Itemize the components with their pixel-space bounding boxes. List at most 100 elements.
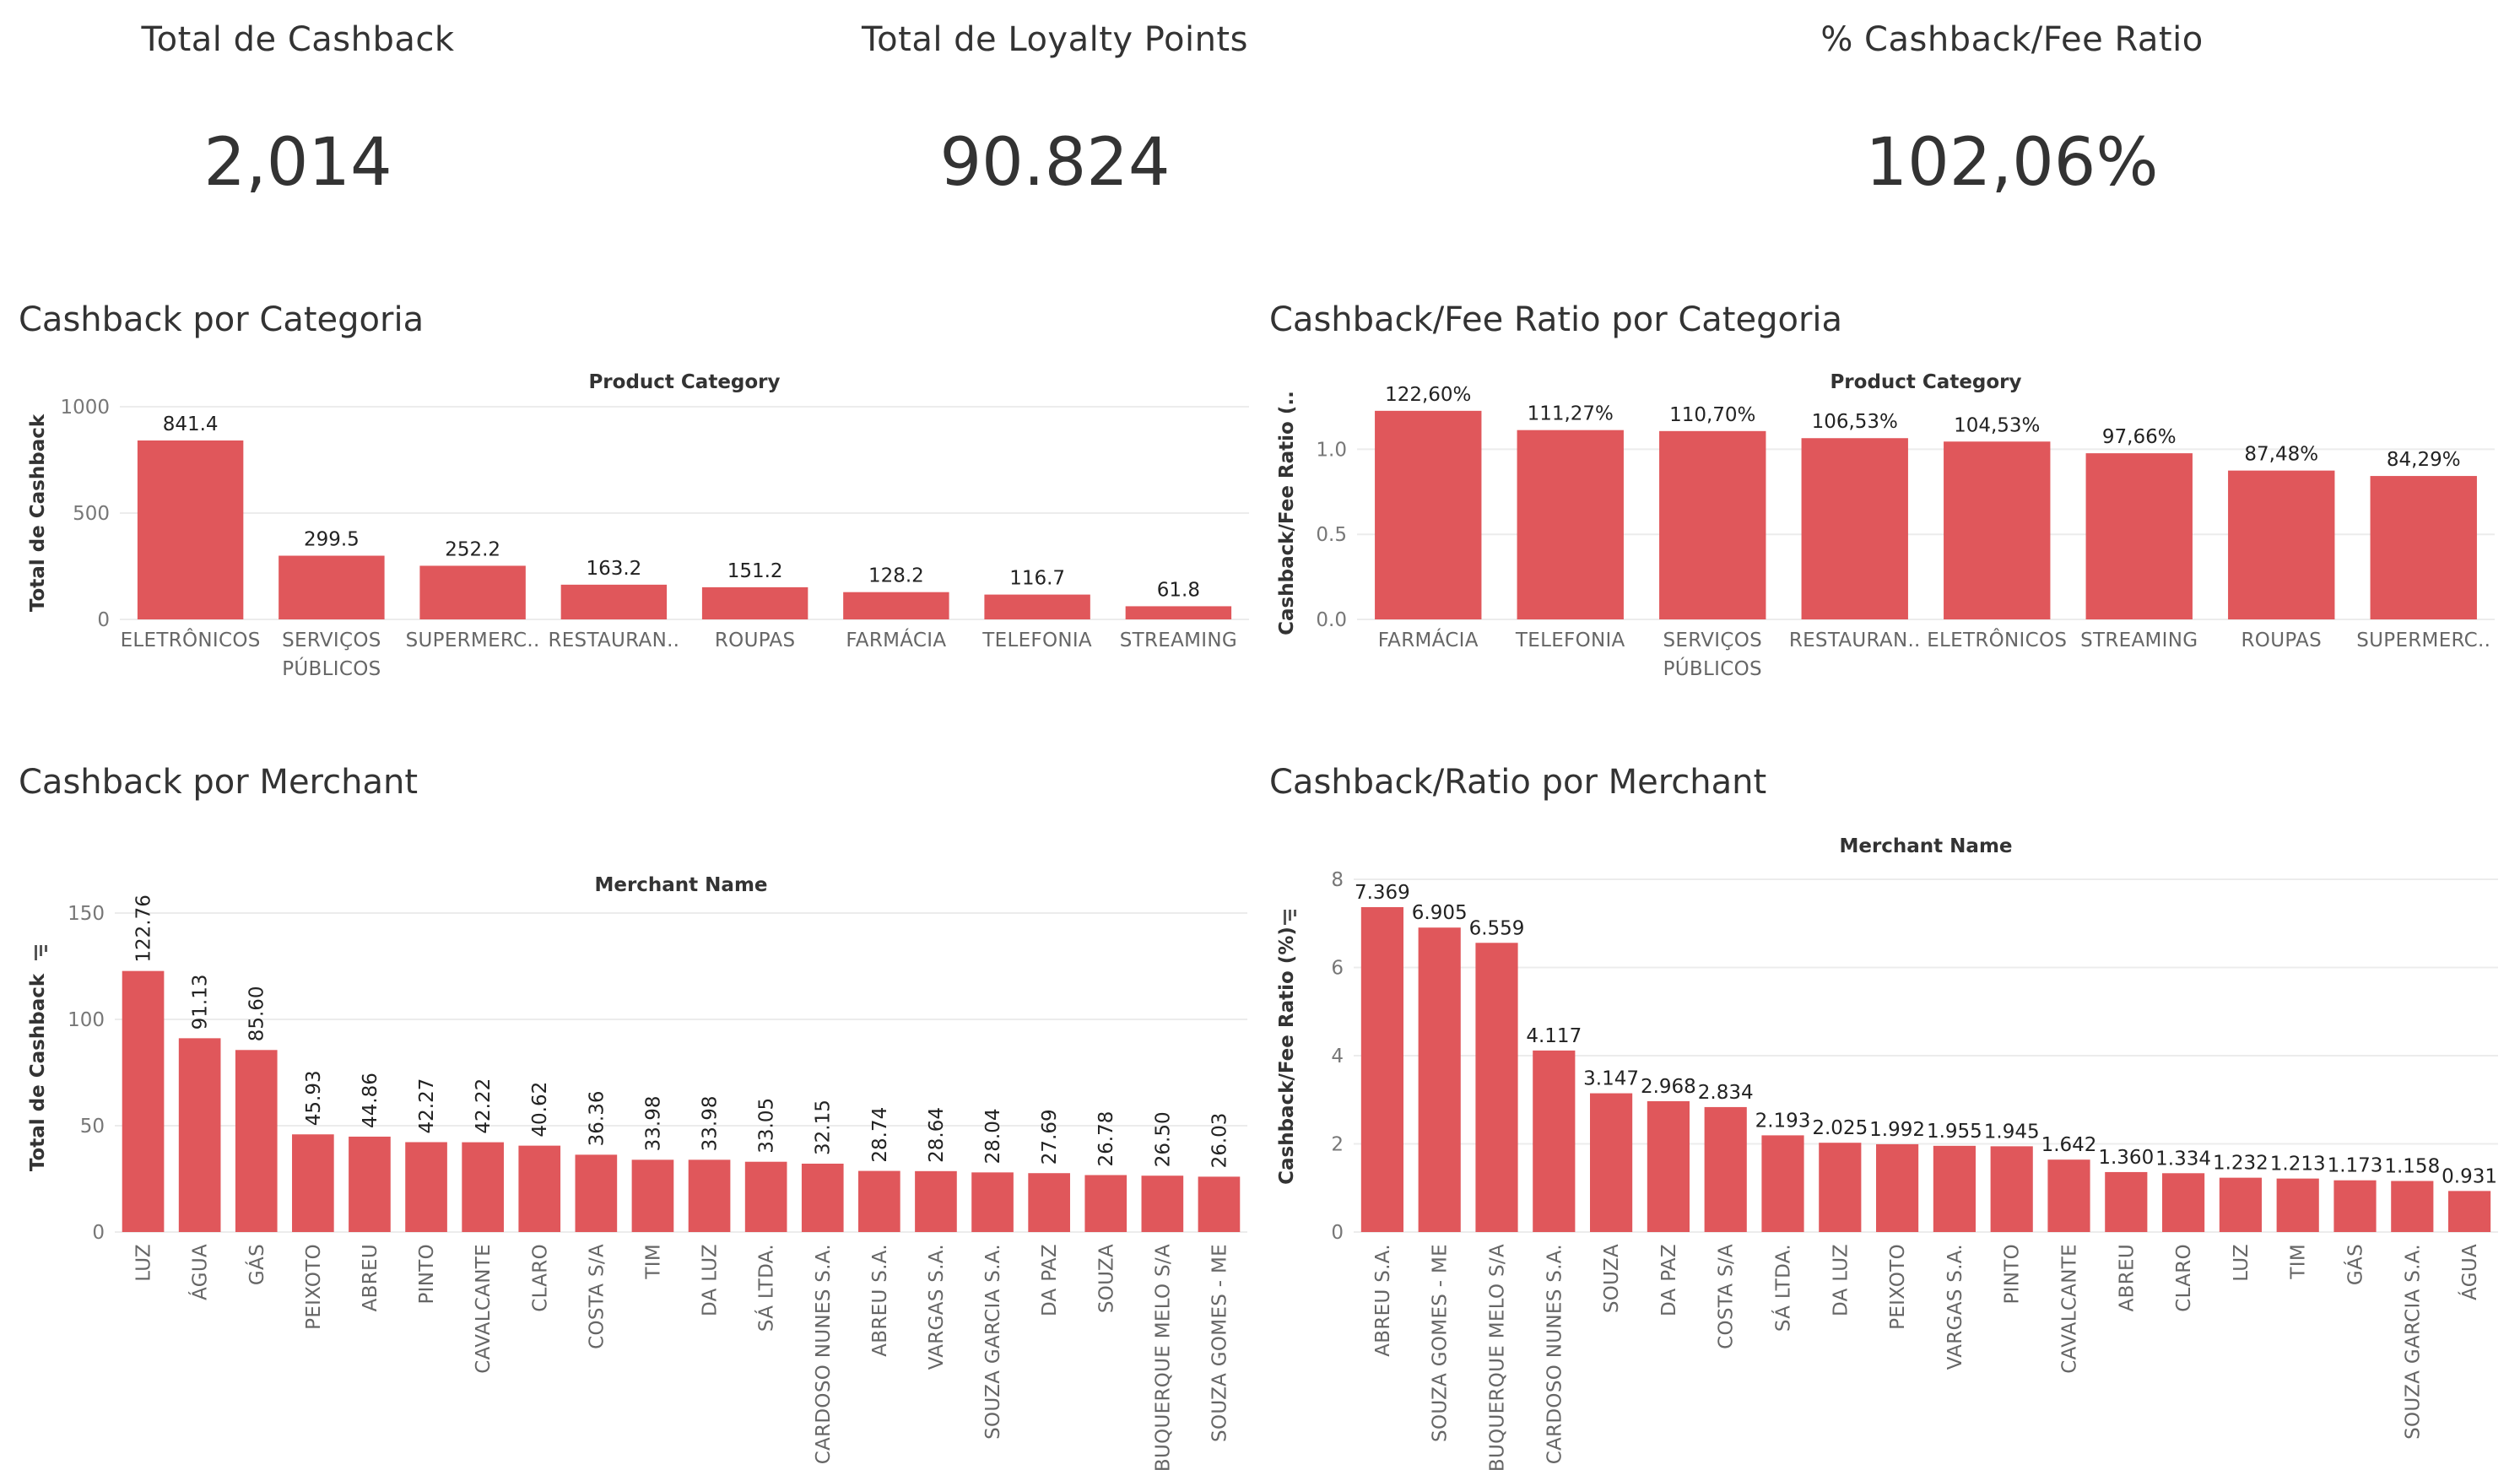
x-category-label: ABREU S.A.	[1372, 1244, 1394, 1357]
bar	[1198, 1176, 1241, 1232]
data-label: 1.232	[2213, 1153, 2269, 1175]
bar	[1084, 1175, 1128, 1232]
bar	[1761, 1135, 1804, 1232]
bar	[2085, 453, 2193, 619]
bar	[462, 1142, 504, 1232]
x-category-label: CAVALCANTE	[473, 1244, 495, 1374]
x-category-label: COSTA S/A	[586, 1244, 608, 1349]
bar	[419, 565, 526, 619]
data-label: 7.369	[1355, 882, 1410, 904]
axis-header: Merchant Name	[594, 874, 767, 896]
bar	[2228, 470, 2335, 619]
sort-icon	[35, 945, 47, 960]
data-label: 1.642	[2041, 1134, 2097, 1156]
x-category-label: SOUZA GARCIA S.A.	[2402, 1244, 2424, 1440]
kpi-title: % Cashback/Fee Ratio	[1820, 20, 2204, 59]
data-label: 106,53%	[1812, 411, 1898, 433]
x-category-label: PEIXOTO	[303, 1244, 325, 1330]
bar	[843, 592, 949, 619]
x-category-label: ELETRÔNICOS	[121, 628, 261, 651]
y-tick-label: 0	[1331, 1222, 1344, 1244]
bar	[1360, 906, 1403, 1232]
section-title-cashback-categoria: Cashback por Categoria	[19, 300, 425, 339]
data-label: 3.147	[1583, 1068, 1639, 1090]
bar	[1659, 430, 1766, 619]
data-label: 45.93	[303, 1070, 325, 1126]
x-category-label: CARDOSO NUNES S.A.	[1544, 1244, 1566, 1464]
x-category-label: ALBUQUERQUE MELO S/A	[1487, 1244, 1509, 1470]
bar	[801, 1163, 844, 1232]
bar	[560, 584, 668, 619]
data-label: 26.50	[1152, 1111, 1174, 1167]
data-label: 128.2	[868, 565, 924, 587]
x-category-label: SOUZA GOMES - ME	[1430, 1244, 1452, 1442]
y-tick-label: 150	[68, 903, 105, 925]
x-category-label: ROUPAS	[2242, 630, 2322, 651]
x-category-label: DA LUZ	[700, 1244, 722, 1316]
x-category-label: SERVIÇOS	[1663, 630, 1762, 651]
x-category-label: DA PAZ	[1658, 1244, 1680, 1316]
data-label: 28.64	[926, 1107, 948, 1163]
data-label: 163.2	[586, 558, 641, 580]
data-label: 61.8	[1157, 579, 1200, 601]
x-category-label: PEIXOTO	[1887, 1244, 1909, 1330]
data-label: 122,60%	[1385, 384, 1471, 406]
data-label: 6.905	[1412, 902, 1468, 924]
x-category-label: DA PAZ	[1039, 1244, 1061, 1316]
x-category-label: PINTO	[416, 1244, 438, 1305]
x-category-label: TIM	[2288, 1244, 2310, 1280]
data-label: 91.13	[190, 974, 212, 1030]
x-category-label: PÚBLICOS	[282, 657, 381, 680]
data-label: 33.98	[642, 1096, 664, 1152]
x-category-label: TIM	[642, 1244, 664, 1280]
data-label: 252.2	[445, 538, 500, 560]
bar	[2162, 1173, 2205, 1232]
bar	[1990, 1146, 2033, 1232]
x-category-label: GÁS	[2344, 1244, 2367, 1285]
x-category-label: FARMÁCIA	[1378, 628, 1479, 651]
data-label: 151.2	[727, 560, 783, 582]
data-label: 42.27	[416, 1078, 438, 1134]
x-category-label: CARDOSO NUNES S.A.	[813, 1244, 835, 1464]
bar	[1028, 1173, 1070, 1232]
data-label: 111,27%	[1528, 403, 1614, 425]
x-category-label: SOUZA GOMES - ME	[1209, 1244, 1230, 1442]
data-label: 40.62	[529, 1082, 551, 1138]
data-label: 28.74	[869, 1107, 891, 1163]
bar	[688, 1159, 731, 1232]
bar	[1418, 927, 1461, 1232]
y-tick-label: 1000	[60, 397, 110, 419]
data-label: 6.559	[1469, 917, 1525, 939]
bar	[971, 1172, 1014, 1232]
axis-header: Product Category	[588, 371, 780, 393]
x-category-label: SOUZA GARCIA S.A.	[982, 1244, 1004, 1440]
kpi-title: Total de Cashback	[141, 20, 455, 59]
bar	[984, 594, 1090, 619]
bar	[2448, 1191, 2491, 1232]
y-tick-label: 0	[92, 1222, 105, 1244]
x-category-label: SERVIÇOS	[282, 630, 381, 651]
bar	[2047, 1159, 2090, 1232]
x-category-label: STREAMING	[1120, 630, 1237, 651]
bar	[1141, 1175, 1184, 1232]
x-category-label: FARMÁCIA	[846, 628, 946, 651]
data-label: 2.193	[1755, 1110, 1811, 1132]
data-label: 2.834	[1698, 1082, 1754, 1104]
x-category-label: LUZ	[133, 1244, 155, 1282]
x-category-label: ALBUQUERQUE MELO S/A	[1152, 1244, 1174, 1470]
bar	[349, 1136, 391, 1232]
bar	[518, 1145, 561, 1232]
y-tick-label: 0.5	[1316, 524, 1347, 546]
y-tick-label: 6	[1331, 958, 1344, 980]
data-label: 42.22	[473, 1078, 495, 1134]
x-category-label: GÁS	[245, 1244, 268, 1285]
axis-header: Product Category	[1830, 371, 2021, 393]
section-title-cashback-merchant: Cashback por Merchant	[19, 763, 419, 802]
kpi-value: 102,06%	[1865, 125, 2159, 201]
y-axis-title: Cashback/Fee Ratio (%)	[1276, 927, 1298, 1185]
data-label: 116.7	[1009, 568, 1065, 590]
bar	[701, 586, 808, 619]
data-label: 84,29%	[2387, 449, 2461, 471]
